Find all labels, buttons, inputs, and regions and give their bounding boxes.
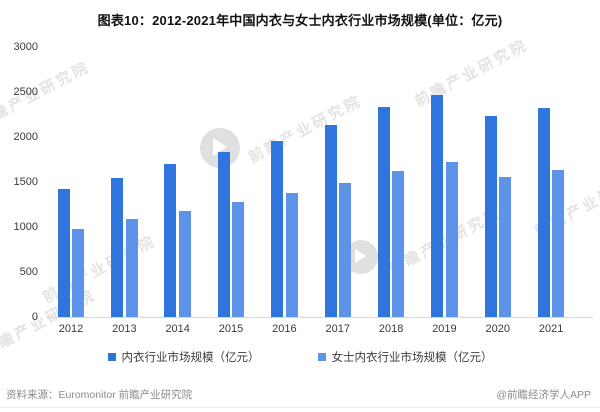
y-tick-label: 1500 (13, 176, 38, 188)
bar-underwear-2012 (57, 189, 70, 317)
bar-women-underwear-2013 (125, 218, 138, 317)
bar-women-underwear-2019 (445, 162, 458, 317)
x-axis-label-2013: 2013 (112, 323, 137, 335)
y-axis: 0 500 1000 1500 2000 2500 3000 (0, 41, 38, 323)
bar-underwear-2017 (324, 125, 337, 317)
y-tick-label: 3000 (13, 41, 38, 53)
bar-underwear-2020 (484, 116, 497, 317)
legend: 内衣行业市场规模（亿元） 女士内衣行业市场规模（亿元） (0, 349, 600, 365)
y-tick-label: 0 (31, 311, 38, 323)
bar-women-underwear-2016 (285, 192, 298, 317)
legend-label: 女士内衣行业市场规模（亿元） (331, 352, 493, 364)
chart-title: 图表10：2012-2021年中国内衣与女士内衣行业市场规模(单位：亿元) (97, 13, 503, 28)
legend-swatch (107, 353, 116, 361)
bar-underwear-2014 (164, 164, 177, 317)
bar-women-underwear-2017 (339, 182, 351, 317)
x-axis-label-2014: 2014 (165, 323, 190, 335)
x-axis-label-2018: 2018 (378, 323, 404, 335)
x-axis-label-2017: 2017 (325, 323, 350, 335)
y-tick-label: 1000 (13, 221, 38, 233)
bar-women-underwear-2015 (232, 201, 245, 317)
credit-note: @前瞻经济学人APP (496, 389, 591, 401)
bar-underwear-2015 (217, 152, 230, 317)
bar-women-underwear-2018 (392, 171, 405, 317)
legend-label: 内衣行业市场规模（亿元） (121, 352, 260, 364)
x-axis-label-2016: 2016 (272, 323, 297, 335)
y-tick-label: 2000 (13, 131, 38, 143)
bar-underwear-2016 (271, 140, 284, 317)
y-tick-label: 2500 (13, 86, 38, 98)
bottom-divider (0, 407, 600, 408)
x-axis-label-2020: 2020 (485, 323, 511, 335)
bar-underwear-2018 (377, 107, 390, 317)
bar-women-underwear-2021 (552, 170, 565, 317)
bar-underwear-2021 (537, 108, 550, 317)
x-axis-label-2012: 2012 (58, 323, 84, 335)
bar-women-underwear-2012 (72, 228, 85, 317)
data-source-note: 资料来源：Euromonitor 前瞻产业研究院 (6, 389, 193, 401)
legend-swatch (317, 353, 326, 361)
x-axis-label-2015: 2015 (218, 323, 244, 335)
legend-item-underwear: 内衣行业市场规模（亿元） (107, 349, 260, 365)
bar-underwear-2019 (431, 94, 444, 317)
y-tick-label: 500 (19, 266, 38, 278)
bar-underwear-2013 (111, 177, 124, 317)
bar-women-underwear-2014 (178, 210, 191, 317)
bar-women-underwear-2020 (499, 176, 512, 317)
x-axis-label-2021: 2021 (538, 323, 564, 335)
legend-item-women-underwear: 女士内衣行业市场规模（亿元） (317, 349, 493, 365)
x-axis-label-2019: 2019 (432, 323, 457, 335)
plot-area: 2012 2013 2014 2015 2016 2017 2018 2019 2020 2021 (46, 47, 593, 335)
